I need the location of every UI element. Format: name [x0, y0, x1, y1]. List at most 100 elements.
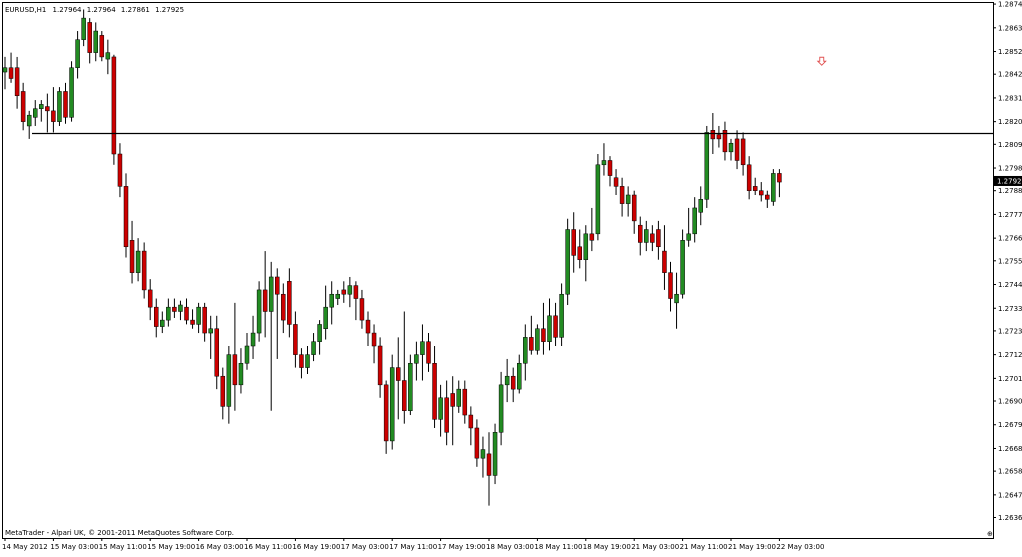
y-tick-label: 1.26795	[998, 421, 1022, 429]
candle-body	[504, 375, 510, 386]
candle-body	[323, 306, 328, 329]
candle-body	[498, 384, 504, 433]
candle	[408, 354, 413, 416]
y-tick-label: 1.27660	[998, 235, 1022, 243]
x-tick-label: 17 May 19:00	[438, 543, 486, 551]
x-axis: 14 May 2012 15 May 03:00 15 May 11:00 15 Ma…	[2, 538, 824, 551]
candle-body	[613, 177, 619, 187]
y-tick-label: 1.26470	[998, 491, 1022, 499]
candle-body	[365, 319, 371, 334]
candle-body	[771, 173, 776, 202]
candle-body	[45, 106, 50, 112]
candle	[589, 207, 595, 252]
candle	[565, 218, 570, 306]
candle	[541, 302, 546, 355]
candle	[389, 354, 395, 450]
candle-body	[492, 432, 498, 476]
candle	[154, 298, 159, 338]
candle	[335, 289, 340, 306]
candle-body	[129, 240, 135, 273]
candle-body	[208, 328, 213, 334]
candle	[692, 197, 697, 243]
candle-body	[668, 272, 673, 299]
candle-body	[353, 285, 359, 299]
candle-body	[450, 393, 455, 407]
candle	[420, 324, 425, 381]
candle-body	[305, 354, 310, 368]
candle-body	[595, 164, 601, 235]
candle-body	[559, 293, 564, 338]
candle-body	[117, 153, 123, 187]
candle-body	[680, 240, 685, 295]
candle	[535, 324, 540, 355]
candle-body	[154, 306, 159, 327]
candle-body	[123, 186, 129, 248]
candle	[14, 56, 20, 109]
candle-body	[51, 110, 56, 122]
candle-body	[480, 449, 486, 459]
candle-body	[547, 315, 552, 342]
candle-body	[87, 22, 92, 53]
candle-body	[650, 233, 655, 243]
y-tick-label: 1.28745	[998, 1, 1022, 9]
x-tick-label: 18 May 11:00	[534, 543, 582, 551]
candle-body	[535, 328, 540, 351]
candle-body	[57, 91, 62, 122]
candle	[765, 190, 770, 208]
low-value: 1.27861	[121, 6, 150, 14]
candle-body	[510, 375, 516, 390]
candle	[317, 320, 322, 355]
candle	[553, 302, 558, 347]
candle	[311, 333, 316, 362]
candle	[662, 225, 667, 290]
current-price-tag	[994, 175, 1022, 186]
x-tick-label: 21 May 03:00	[631, 543, 679, 551]
candle	[75, 31, 80, 79]
overlays-layer: 1.27925	[32, 56, 1022, 186]
candle	[275, 268, 280, 359]
candle	[287, 268, 292, 338]
candle	[299, 348, 304, 379]
candle	[462, 380, 468, 424]
candle-body	[335, 293, 340, 299]
candle-body	[389, 367, 395, 442]
candle	[347, 276, 353, 308]
current-price-label: 1.27925	[997, 177, 1022, 185]
candles-layer	[2, 9, 782, 506]
x-tick-label: 15 May 11:00	[99, 543, 147, 551]
candle-body	[341, 289, 347, 295]
candle	[426, 333, 431, 372]
candle-body	[438, 397, 443, 420]
candle-body	[420, 341, 425, 355]
candle	[510, 367, 516, 403]
candle	[571, 212, 576, 273]
y-tick-label: 1.27010	[998, 375, 1022, 383]
candle	[396, 337, 401, 420]
x-tick-label: 22 May 03:00	[776, 543, 824, 551]
candle	[123, 173, 129, 258]
candle	[99, 31, 105, 62]
scroll-marker[interactable]: ⊕	[987, 530, 993, 538]
candle	[57, 87, 62, 126]
candle-body	[99, 35, 105, 58]
candle	[341, 281, 347, 303]
candle-body	[662, 250, 667, 273]
candle-body	[704, 132, 710, 200]
x-tick-label: 21 May 19:00	[728, 543, 776, 551]
candle-body	[33, 108, 38, 118]
candle	[232, 302, 238, 411]
candle-body	[2, 67, 8, 73]
candle-body	[462, 388, 468, 416]
candle	[559, 283, 564, 347]
y-tick-label: 1.27230	[998, 327, 1022, 335]
candle	[323, 285, 328, 340]
candle	[190, 309, 195, 329]
candle-body	[383, 384, 389, 442]
candle-body	[402, 380, 407, 411]
candle	[638, 216, 643, 256]
candle-body	[105, 52, 111, 60]
candle-body	[656, 229, 661, 248]
candle	[39, 100, 44, 122]
candle	[595, 154, 601, 241]
